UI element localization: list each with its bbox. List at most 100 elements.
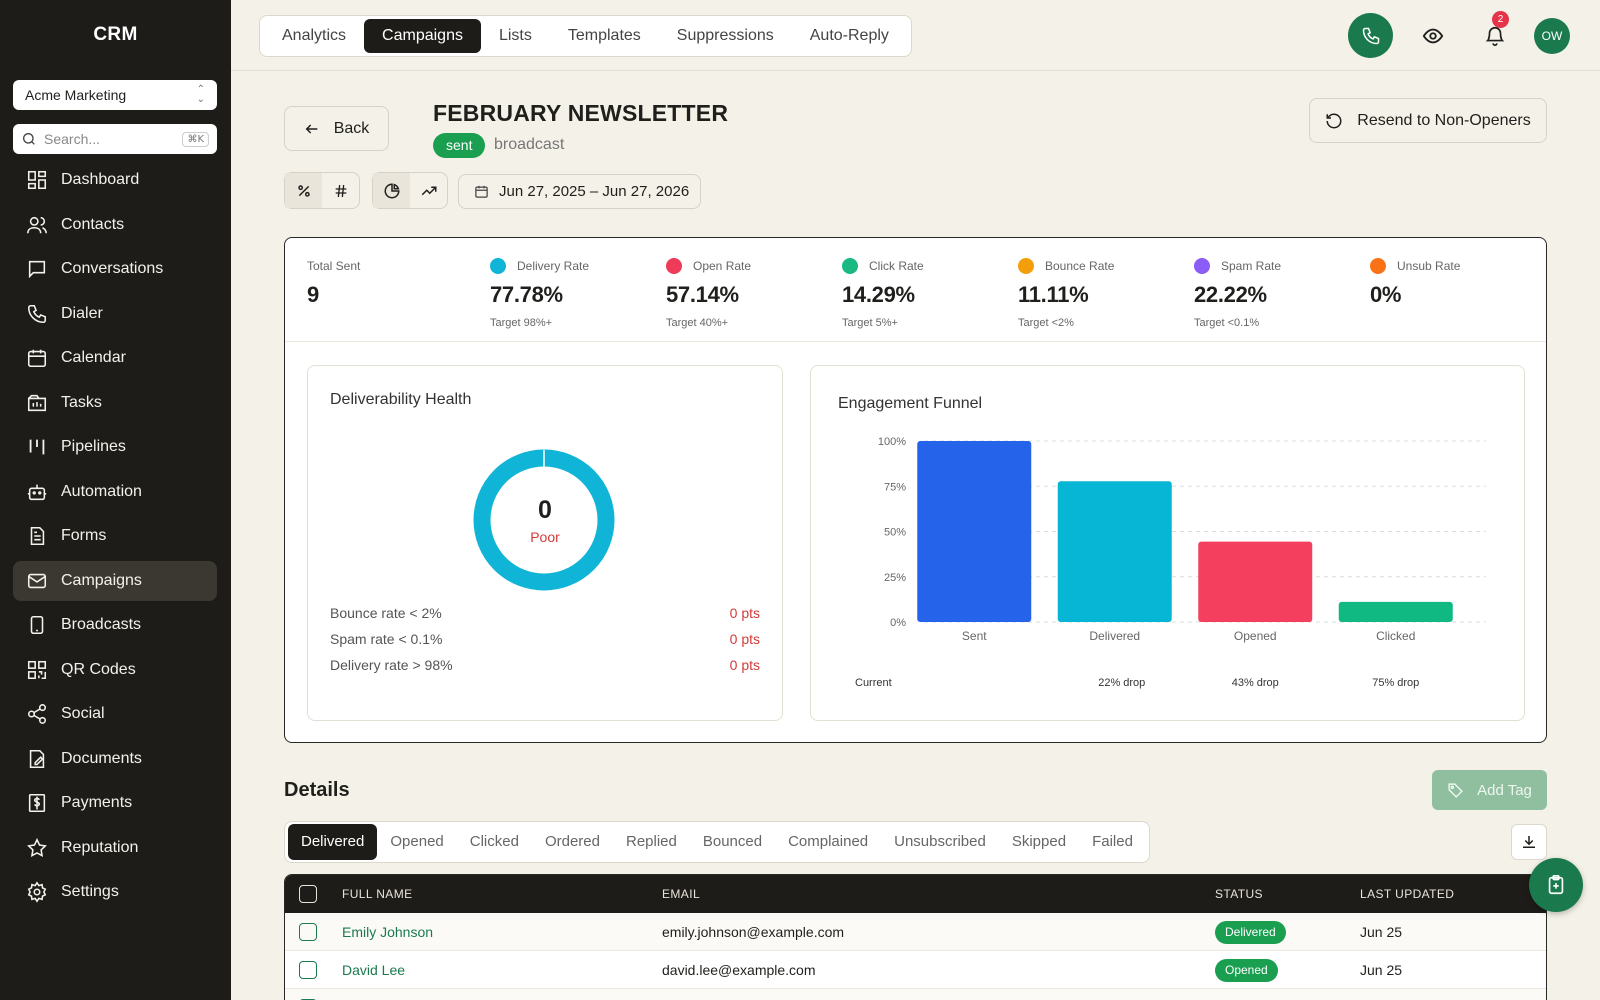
- kpi-value: 77.78%: [490, 282, 563, 307]
- filter-tab-skipped[interactable]: Skipped: [1011, 833, 1067, 850]
- sidebar-item-conversations[interactable]: Conversations: [13, 249, 217, 289]
- row-checkbox[interactable]: [299, 923, 317, 941]
- back-button[interactable]: Back: [284, 106, 389, 151]
- filter-tab-delivered[interactable]: Delivered: [288, 824, 378, 860]
- kpi-label: Unsub Rate: [1397, 259, 1461, 273]
- call-button[interactable]: [1348, 13, 1393, 58]
- kpi-open-rate: Open Rate 57.14% Target 40%+: [666, 258, 751, 329]
- document-icon: [29, 749, 45, 768]
- percent-toggle[interactable]: [285, 173, 322, 208]
- preview-button[interactable]: [1410, 13, 1455, 58]
- kpi-value: 11.11%: [1018, 282, 1089, 307]
- user-avatar[interactable]: OW: [1534, 17, 1570, 54]
- filter-tab-complained[interactable]: Complained: [788, 833, 869, 850]
- filter-tab-clicked[interactable]: Clicked: [469, 833, 519, 850]
- sidebar-item-label: Settings: [61, 883, 119, 900]
- health-score: 0: [538, 496, 552, 524]
- kpi-label: Spam Rate: [1221, 259, 1282, 273]
- sidebar-item-label: Forms: [61, 527, 107, 544]
- clipboard-fab-button[interactable]: [1529, 858, 1583, 912]
- tab-lists[interactable]: Lists: [498, 27, 532, 44]
- status-badge: Delivered: [1215, 921, 1286, 944]
- tab-campaigns[interactable]: Campaigns: [364, 19, 481, 53]
- campaign-type: broadcast: [494, 136, 565, 153]
- sidebar-search-input[interactable]: Search... ⌘K: [13, 124, 217, 154]
- sidebar-item-pipelines[interactable]: Pipelines: [13, 427, 217, 467]
- column-header-email[interactable]: EMAIL: [662, 887, 701, 901]
- tab-analytics[interactable]: Analytics: [282, 27, 347, 44]
- sidebar-item-qr-codes[interactable]: QR Codes: [13, 650, 217, 690]
- engagement-funnel-chart: 100% 75% 50% 25% 0% Sent Current Delivered 22% d…: [855, 436, 1486, 689]
- row-checkbox[interactable]: [299, 961, 317, 979]
- table-header: FULL NAME EMAIL STATUS LAST UPDATED: [285, 875, 1546, 913]
- filter-tab-ordered[interactable]: Ordered: [544, 833, 600, 850]
- filter-tab-failed[interactable]: Failed: [1092, 833, 1133, 850]
- calendar-icon: [475, 185, 488, 198]
- sidebar-item-label: Reputation: [61, 838, 139, 856]
- updown-chevron-icon: ⌃ ⌄: [196, 84, 205, 105]
- tab-templates[interactable]: Templates: [567, 27, 641, 44]
- filter-tab-replied[interactable]: Replied: [625, 833, 677, 850]
- sidebar-item-documents[interactable]: Documents: [13, 739, 217, 779]
- kpi-target: Target <0.1%: [1194, 317, 1260, 329]
- sidebar-item-dialer[interactable]: Dialer: [13, 294, 217, 334]
- pie-chart-toggle[interactable]: [373, 173, 410, 208]
- count-toggle[interactable]: [322, 173, 359, 208]
- filter-tab-unsubscribed[interactable]: Unsubscribed: [894, 833, 986, 850]
- trend-chart-toggle[interactable]: [410, 173, 447, 208]
- table-row[interactable]: David Lee david.lee@example.com Opened J…: [285, 951, 1546, 989]
- dollar-icon: [28, 793, 46, 813]
- campaign-stats-card: Total Sent 9 Delivery Rate 77.78% Target…: [284, 237, 1547, 743]
- filter-tab-bounced[interactable]: Bounced: [702, 833, 763, 850]
- column-header-updated[interactable]: LAST UPDATED: [1360, 887, 1455, 901]
- sidebar-item-automation[interactable]: Automation: [13, 472, 217, 512]
- search-placeholder: Search...: [44, 131, 101, 147]
- sidebar-item-forms[interactable]: Forms: [13, 516, 217, 556]
- table-row[interactable]: Emily Johnson emily.johnson@example.com …: [285, 913, 1546, 951]
- org-select[interactable]: Acme Marketing ⌃ ⌄: [13, 80, 217, 110]
- sidebar-item-campaigns[interactable]: Campaigns: [13, 560, 217, 601]
- sidebar-item-calendar[interactable]: Calendar: [13, 338, 217, 378]
- sidebar-item-settings[interactable]: Settings: [13, 872, 217, 912]
- kpi-click-rate: Click Rate 14.29% Target 5%+: [842, 258, 924, 329]
- resend-non-openers-button[interactable]: Resend to Non-Openers: [1309, 98, 1547, 143]
- arrow-left-icon: [305, 123, 318, 134]
- notifications-button[interactable]: 2: [1472, 11, 1517, 58]
- select-all-checkbox[interactable]: [299, 885, 317, 903]
- sidebar-item-label: Campaigns: [61, 571, 142, 589]
- x-tick-label: Opened: [1234, 629, 1277, 643]
- sidebar-item-reputation[interactable]: Reputation: [13, 828, 217, 868]
- sidebar-item-contacts[interactable]: Contacts: [13, 205, 217, 245]
- filter-tab-opened[interactable]: Opened: [390, 833, 444, 850]
- x-tick-label: Clicked: [1376, 629, 1415, 643]
- table-row[interactable]: [285, 989, 1546, 1000]
- kpi-target: Target <2%: [1018, 317, 1074, 329]
- sidebar-item-broadcasts[interactable]: Broadcasts: [13, 605, 217, 645]
- add-tag-button[interactable]: Add Tag: [1432, 770, 1547, 810]
- recipient-email: david.lee@example.com: [662, 962, 816, 978]
- sidebar-item-social[interactable]: Social: [13, 694, 217, 734]
- funnel-drop-label: 43% drop: [1232, 677, 1279, 689]
- hash-icon: [335, 184, 346, 197]
- sidebar-item-tasks[interactable]: Tasks: [13, 383, 217, 423]
- column-header-status[interactable]: STATUS: [1215, 887, 1263, 901]
- sidebar-item-payments[interactable]: Payments: [13, 783, 217, 823]
- date-range-picker[interactable]: Jun 27, 2025 – Jun 27, 2026: [458, 174, 701, 209]
- sidebar-item-label: Conversations: [61, 260, 164, 277]
- percent-icon: [297, 184, 310, 197]
- recipients-table: FULL NAME EMAIL STATUS LAST UPDATED Emil…: [284, 874, 1547, 1000]
- details-title: Details: [284, 779, 350, 801]
- recipient-name[interactable]: Emily Johnson: [342, 924, 434, 940]
- tab-auto-reply[interactable]: Auto-Reply: [809, 27, 889, 44]
- last-updated: Jun 25: [1360, 924, 1403, 940]
- y-tick-label: 50%: [884, 527, 906, 539]
- topbar-actions: 2 OW: [1348, 11, 1570, 58]
- status-badge: Opened: [1215, 959, 1278, 982]
- tab-suppressions[interactable]: Suppressions: [676, 27, 774, 44]
- status-badge: sent: [433, 133, 486, 158]
- sidebar-item-label: Automation: [61, 482, 142, 500]
- column-header-name[interactable]: FULL NAME: [342, 887, 413, 901]
- sidebar-item-dashboard[interactable]: Dashboard: [13, 160, 217, 200]
- download-button[interactable]: [1511, 824, 1547, 860]
- recipient-name[interactable]: David Lee: [342, 962, 406, 978]
